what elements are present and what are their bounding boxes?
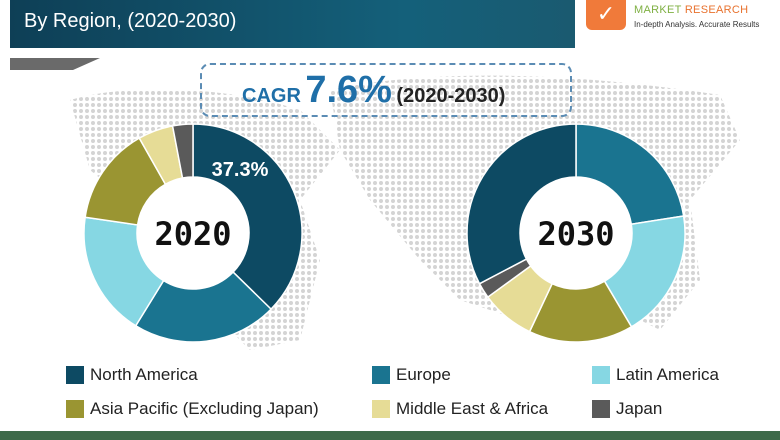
legend-item-latin-america: Latin America: [592, 365, 719, 385]
header-banner: By Region, (2020-2030): [10, 0, 575, 48]
logo-tagline: In-depth Analysis. Accurate Results: [634, 20, 760, 29]
cagr-value: 7.6%: [305, 69, 392, 111]
legend-item-japan: Japan: [592, 399, 662, 419]
donut-center-label: 2020: [154, 215, 231, 253]
legend-swatch: [372, 400, 390, 418]
logo-check-icon: ✓: [586, 0, 626, 30]
legend-item-north-america: North America: [66, 365, 198, 385]
legend-label: Europe: [396, 365, 451, 384]
legend-swatch: [592, 366, 610, 384]
legend-item-middle-east-africa: Middle East & Africa: [372, 399, 548, 419]
legend-swatch: [66, 366, 84, 384]
cagr-label: CAGR: [242, 85, 301, 107]
donut-hole: [520, 177, 632, 289]
logo-text-research: RESEARCH: [684, 4, 749, 16]
legend-swatch: [66, 400, 84, 418]
cagr-period: (2020-2030): [396, 85, 506, 107]
legend-label: Japan: [616, 399, 663, 418]
legend-label: Latin America: [616, 365, 719, 384]
data-label-north-america: 37.3%: [212, 159, 269, 181]
legend-swatch: [372, 366, 390, 384]
footer-bar: [0, 431, 780, 440]
legend-label: North America: [90, 365, 198, 384]
subtitle: By Region, (2020-2030): [24, 10, 237, 32]
legend-item-asia-pacific: Asia Pacific (Excluding Japan): [66, 399, 319, 419]
legend-label: Asia Pacific (Excluding Japan): [90, 399, 319, 418]
logo-text-market: MARKET: [634, 4, 682, 16]
donut-hole: [137, 177, 249, 289]
legend-label: Middle East & Africa: [396, 399, 549, 418]
decorative-swoosh: [10, 58, 100, 70]
cagr-box: CAGR 7.6% (2020-2030): [200, 63, 572, 117]
donut-center-label: 2030: [537, 215, 614, 253]
legend-item-europe: Europe: [372, 365, 451, 385]
legend-swatch: [592, 400, 610, 418]
logo: ✓ MARKET RESEARCH In-depth Analysis. Acc…: [586, 0, 780, 34]
